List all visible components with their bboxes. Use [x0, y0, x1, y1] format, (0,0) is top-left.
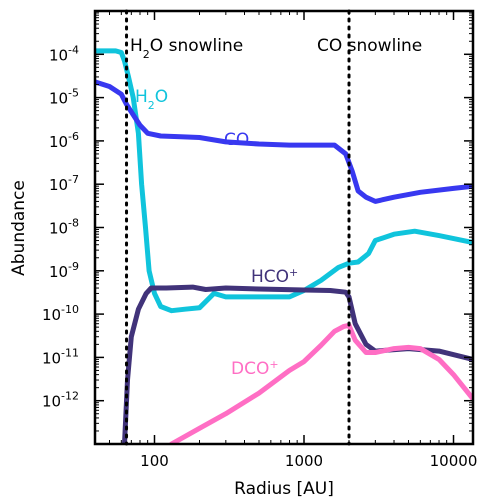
x-tick-label: 100 [140, 452, 169, 470]
series-layer [95, 48, 473, 444]
y-tick-label: 10-6 [49, 130, 79, 151]
y-tick-label: 10-7 [49, 173, 79, 194]
plot-frame [93, 9, 475, 446]
snowline-label-h2o: H2O snowline [130, 36, 243, 61]
y-tick-label: 10-12 [42, 390, 79, 411]
y-tick-label: 10-4 [49, 43, 79, 64]
series-line-h2o [95, 48, 473, 314]
y-tick-label: 10-5 [49, 87, 79, 108]
series-label-co: CO [224, 130, 249, 150]
y-tick-label: 10-8 [49, 217, 79, 238]
snowline-label-co: CO snowline [317, 36, 422, 56]
x-tick-label: 1000 [285, 452, 323, 470]
y-axis-label: Abundance [9, 180, 29, 276]
series-label-hco-plus: HCO+ [251, 266, 298, 288]
snowline-layer [125, 9, 351, 446]
tick-layer: 10-4 10-5 10-6 10-7 10-8 10-9 10-10 10-11 10-12 1… [42, 11, 477, 470]
series-line-hco-plus [122, 284, 473, 444]
x-tick-label: 10000 [430, 452, 477, 470]
series-label-dco-plus: DCO+ [231, 358, 279, 380]
series-line-dco-plus [169, 322, 473, 444]
series-label-h2o: H2O [135, 87, 168, 112]
x-axis-label: Radius [AU] [234, 479, 334, 499]
y-tick-label: 10-9 [49, 260, 79, 281]
label-layer: H2O snowline CO snowline H2O CO HCO+ DCO+ [130, 36, 422, 379]
series-line-co [95, 79, 473, 204]
y-tick-label: 10-11 [42, 346, 79, 367]
y-tick-label: 10-10 [42, 303, 79, 324]
